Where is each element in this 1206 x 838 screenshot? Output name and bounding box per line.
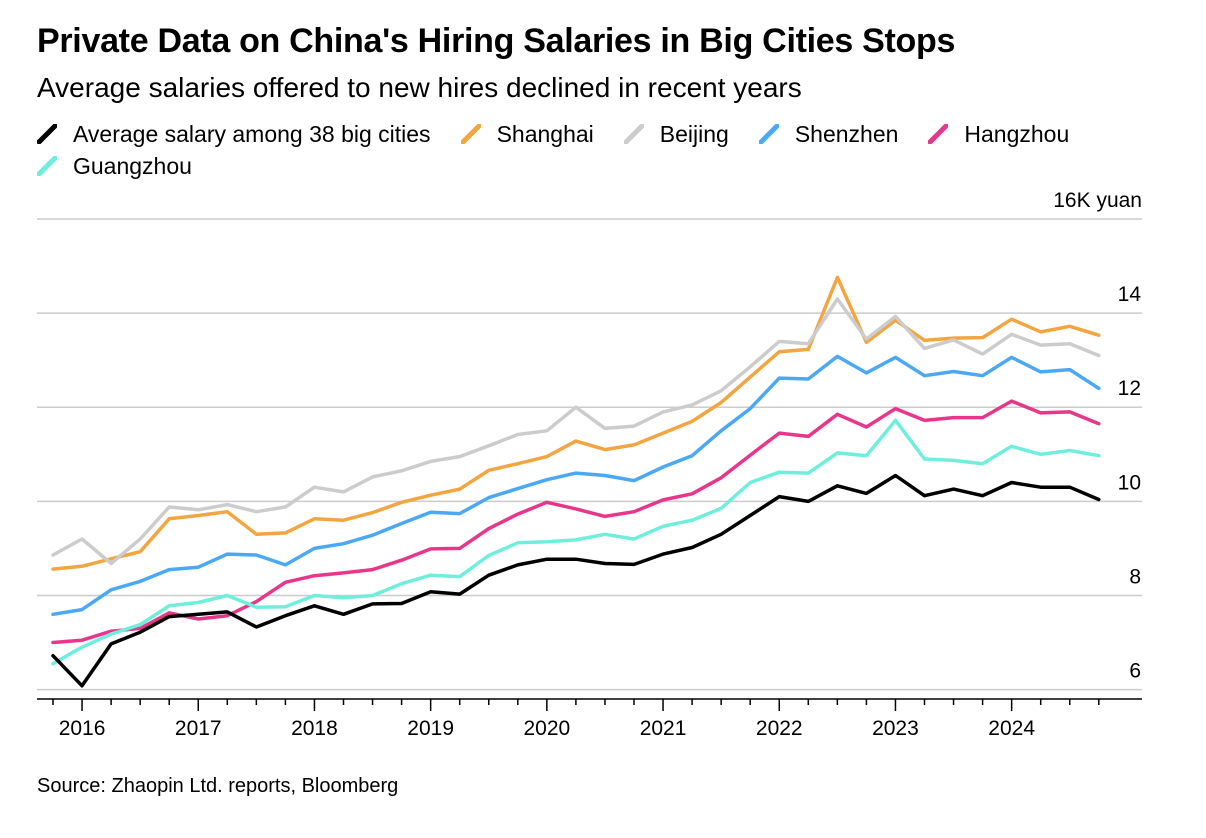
series-line — [51, 275, 1101, 571]
y-tick-label: 12 — [1118, 377, 1141, 400]
series-line — [51, 354, 1101, 617]
legend-label: Beijing — [659, 120, 729, 147]
x-tick-label: 2016 — [59, 717, 106, 740]
x-tick-label: 2017 — [175, 717, 222, 740]
y-tick-label: 14 — [1118, 283, 1142, 306]
series-line — [51, 297, 1101, 566]
x-tick-label: 2022 — [756, 717, 803, 740]
legend-item: Hangzhou — [928, 118, 1069, 150]
x-tick-label: 2018 — [291, 717, 338, 740]
x-tick-label: 2023 — [872, 717, 919, 740]
legend-label: Average salary among 38 big cities — [73, 120, 431, 147]
source-note: Source: Zhaopin Ltd. reports, Bloomberg — [37, 775, 399, 797]
legend-swatch — [37, 156, 57, 176]
series-line — [51, 418, 1101, 666]
legend-swatch — [37, 124, 57, 144]
chart-subtitle: Average salaries offered to new hires de… — [37, 72, 802, 103]
legend-label: Hangzhou — [964, 120, 1070, 147]
x-tick-label: 2020 — [523, 717, 570, 740]
y-tick-label: 6 — [1129, 660, 1141, 683]
legend-swatch — [928, 124, 949, 144]
legend-item: Average salary among 38 big cities — [37, 118, 431, 150]
legend-item: Beijing — [623, 118, 729, 150]
series-line — [51, 399, 1101, 645]
legend-item: Shanghai — [460, 118, 594, 150]
legend-swatch — [758, 124, 779, 144]
legend-item: Shenzhen — [758, 118, 899, 150]
line-chart: 16K yuan 6 8 10 12 14 2016 2017 2018 2019 2020 2021… — [37, 189, 1142, 740]
legend-label: Guangzhou — [73, 152, 192, 179]
x-tick-label: 2021 — [640, 717, 687, 740]
x-tick-label: 2024 — [988, 717, 1035, 740]
legend-label: Shenzhen — [794, 120, 899, 147]
chart-title: Private Data on China's Hiring Salaries … — [37, 22, 956, 60]
y-tick-label: 8 — [1129, 565, 1141, 588]
x-tick-label: 2019 — [407, 717, 454, 740]
legend-label: Shanghai — [496, 120, 594, 147]
chart-legend: Average salary among 38 big cities Shangh… — [37, 118, 1187, 182]
series-line — [51, 473, 1101, 688]
legend-item: Guangzhou — [37, 150, 192, 182]
legend-swatch — [623, 124, 644, 144]
y-tick-label: 10 — [1118, 471, 1141, 494]
unit-label: 16K yuan — [1053, 189, 1142, 212]
legend-swatch — [460, 124, 481, 144]
